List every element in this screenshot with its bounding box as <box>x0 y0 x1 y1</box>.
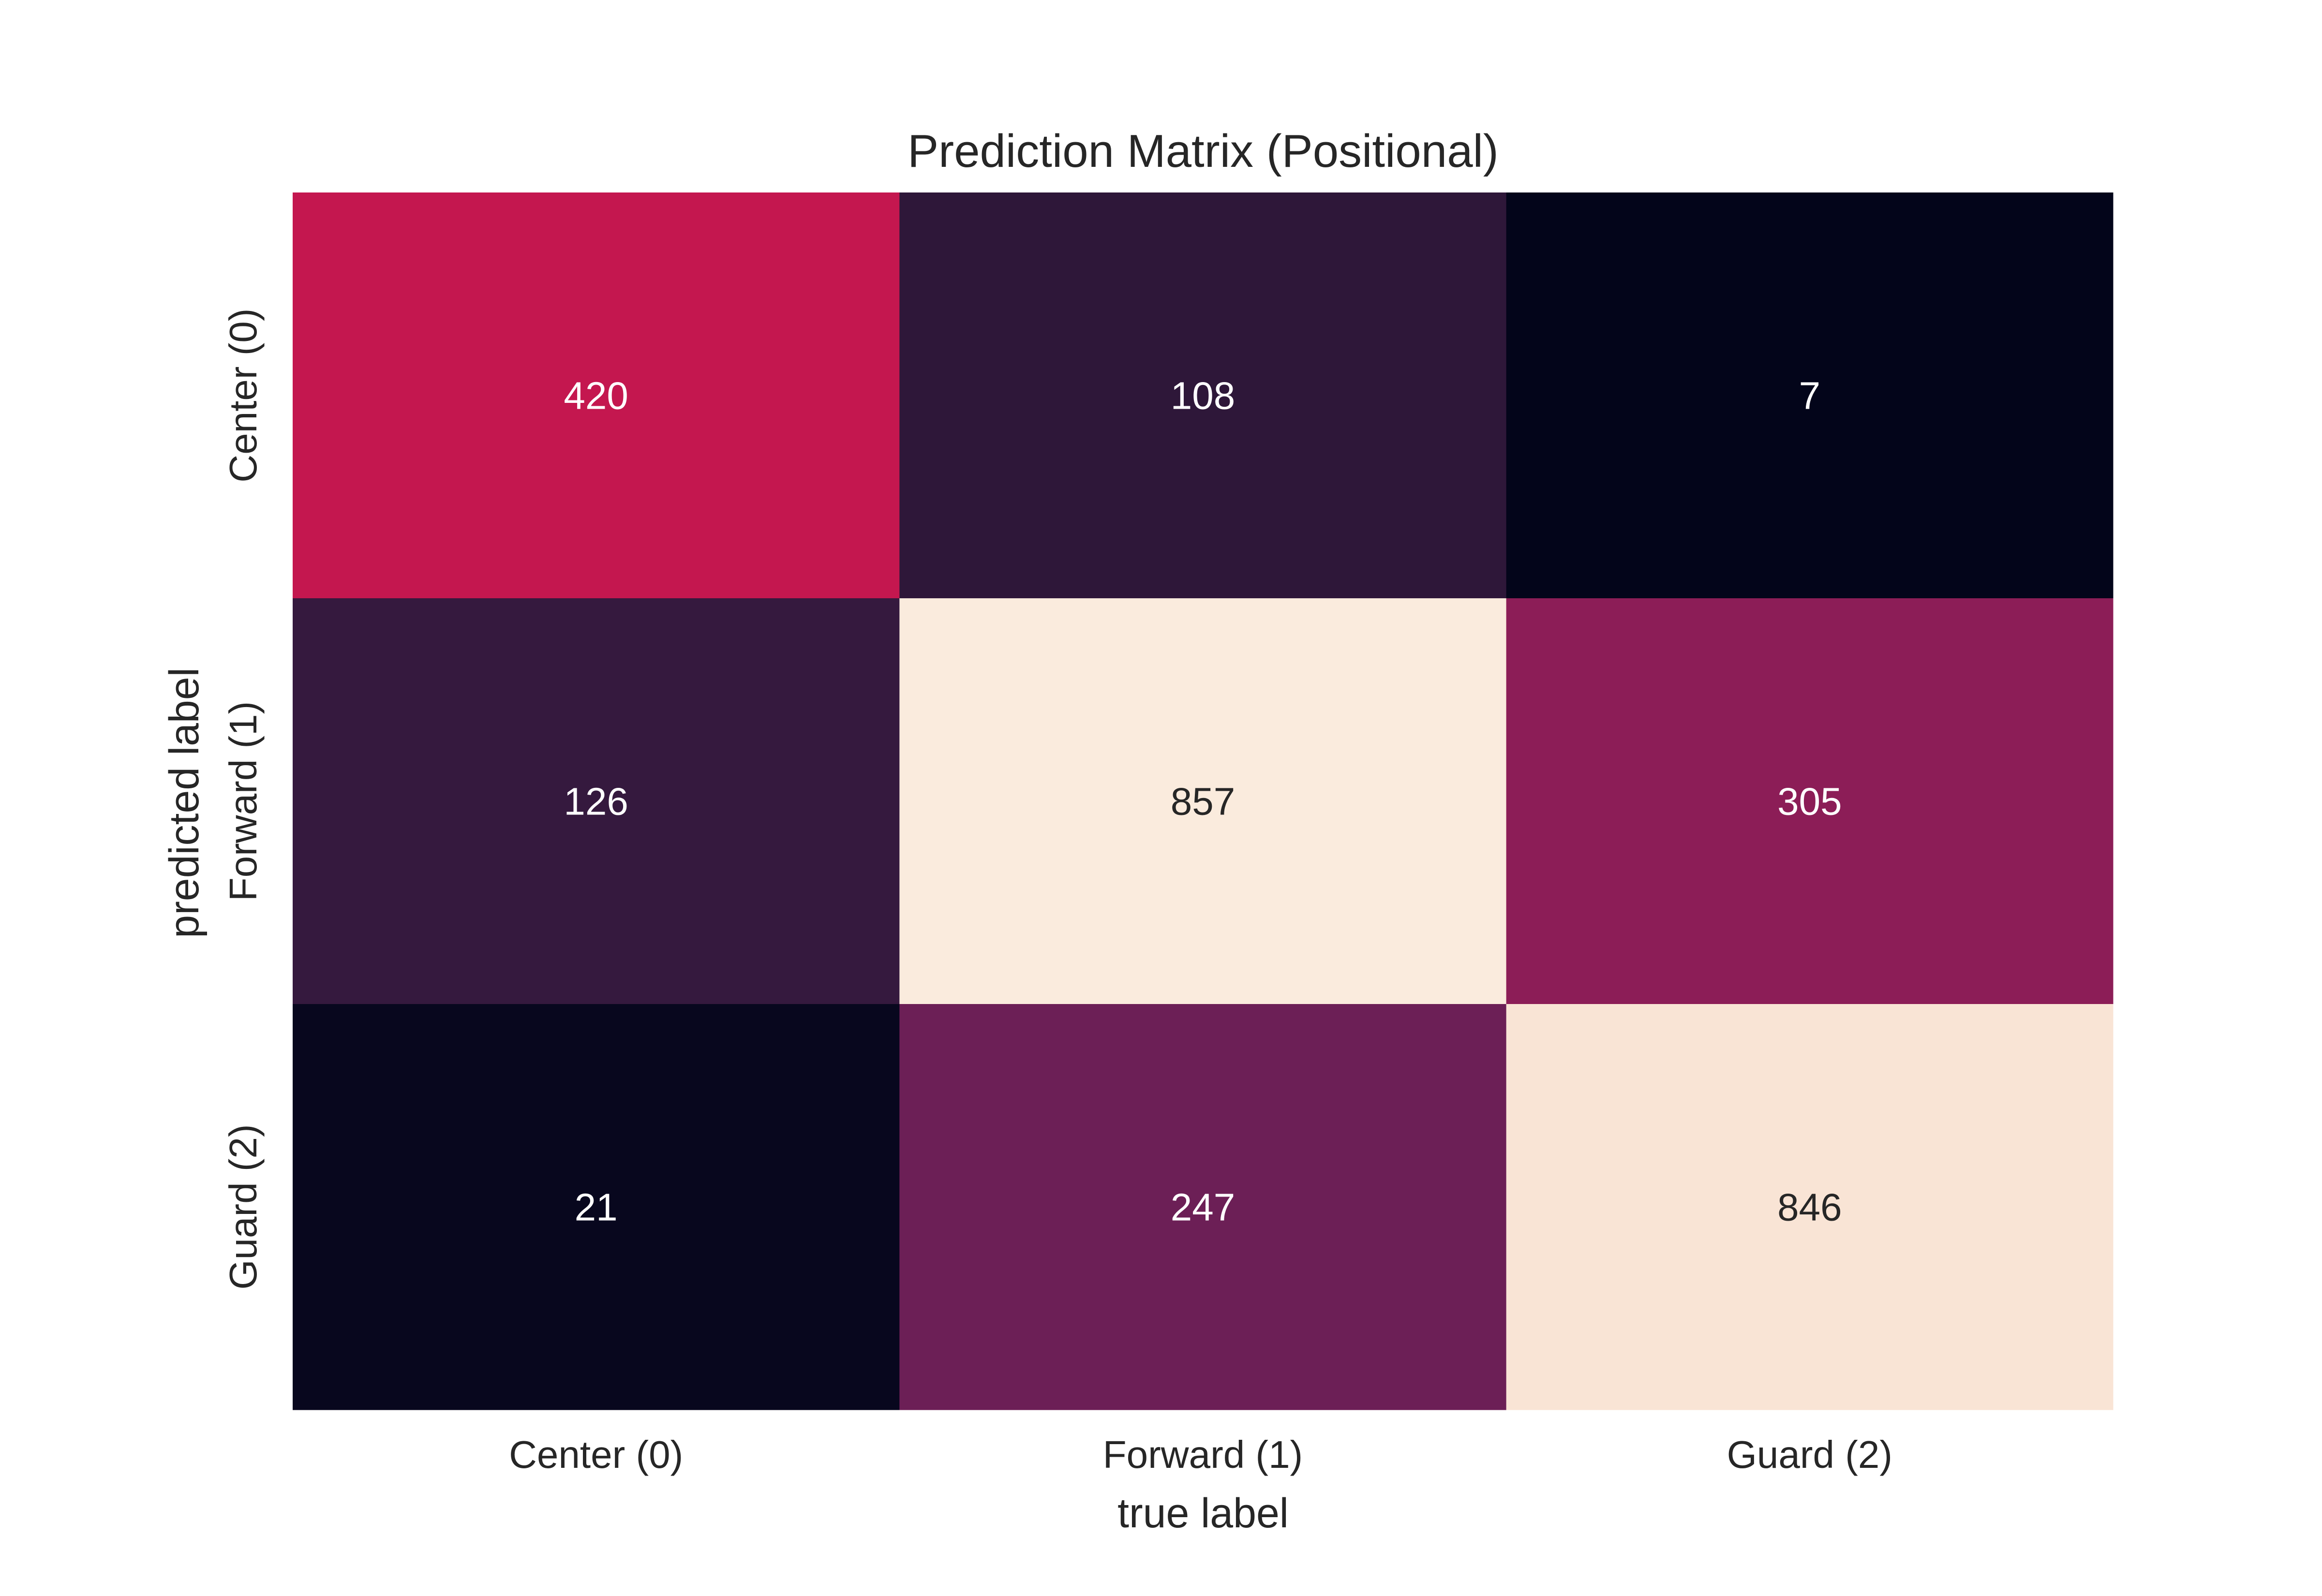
cell-value-r2-c2: 846 <box>1777 1186 1842 1229</box>
y-tick-label-2: Guard (2) <box>222 1124 265 1289</box>
cell-value-r1-c2: 305 <box>1777 780 1842 823</box>
heatmap-cell-r2-c0 <box>293 1004 900 1410</box>
heatmap-cell-r2-c2 <box>1506 1004 2114 1410</box>
heatmap-cell-r0-c2 <box>1506 192 2114 599</box>
x-tick-label-0: Center (0) <box>509 1433 683 1476</box>
y-axis-label: predicted label <box>161 667 208 938</box>
heatmap-cell-r0-c1 <box>899 192 1507 599</box>
cell-value-r0-c1: 108 <box>1171 374 1235 417</box>
heatmap-cell-r2-c1 <box>899 1004 1507 1410</box>
x-axis-label: true label <box>1117 1490 1289 1537</box>
cell-value-r1-c0: 126 <box>564 780 628 823</box>
cell-value-r0-c0: 420 <box>564 374 628 417</box>
x-tick-label-1: Forward (1) <box>1103 1433 1303 1476</box>
heatmap-cell-r1-c0 <box>293 598 900 1005</box>
cell-value-r2-c1: 247 <box>1171 1186 1235 1229</box>
cell-value-r2-c0: 21 <box>575 1186 618 1229</box>
y-axis-ticks: Center (0) Forward (1) Guard (2) <box>222 308 265 1289</box>
heatmap-cell-r1-c2 <box>1506 598 2114 1005</box>
y-tick-label-1: Forward (1) <box>222 701 265 901</box>
chart-title: Prediction Matrix (Positional) <box>908 125 1499 177</box>
heatmap-cell-labels: 420 108 7 126 857 305 21 247 846 <box>564 374 1842 1229</box>
x-tick-label-2: Guard (2) <box>1727 1433 1892 1476</box>
cell-value-r0-c2: 7 <box>1799 374 1821 417</box>
heatmap-cell-r0-c0 <box>293 192 900 599</box>
heatmap-cell-r1-c1 <box>899 598 1507 1005</box>
y-tick-label-0: Center (0) <box>222 308 265 482</box>
x-axis-ticks: Center (0) Forward (1) Guard (2) <box>509 1433 1892 1476</box>
heatmap-cells <box>293 192 2114 1410</box>
cell-value-r1-c1: 857 <box>1171 780 1235 823</box>
